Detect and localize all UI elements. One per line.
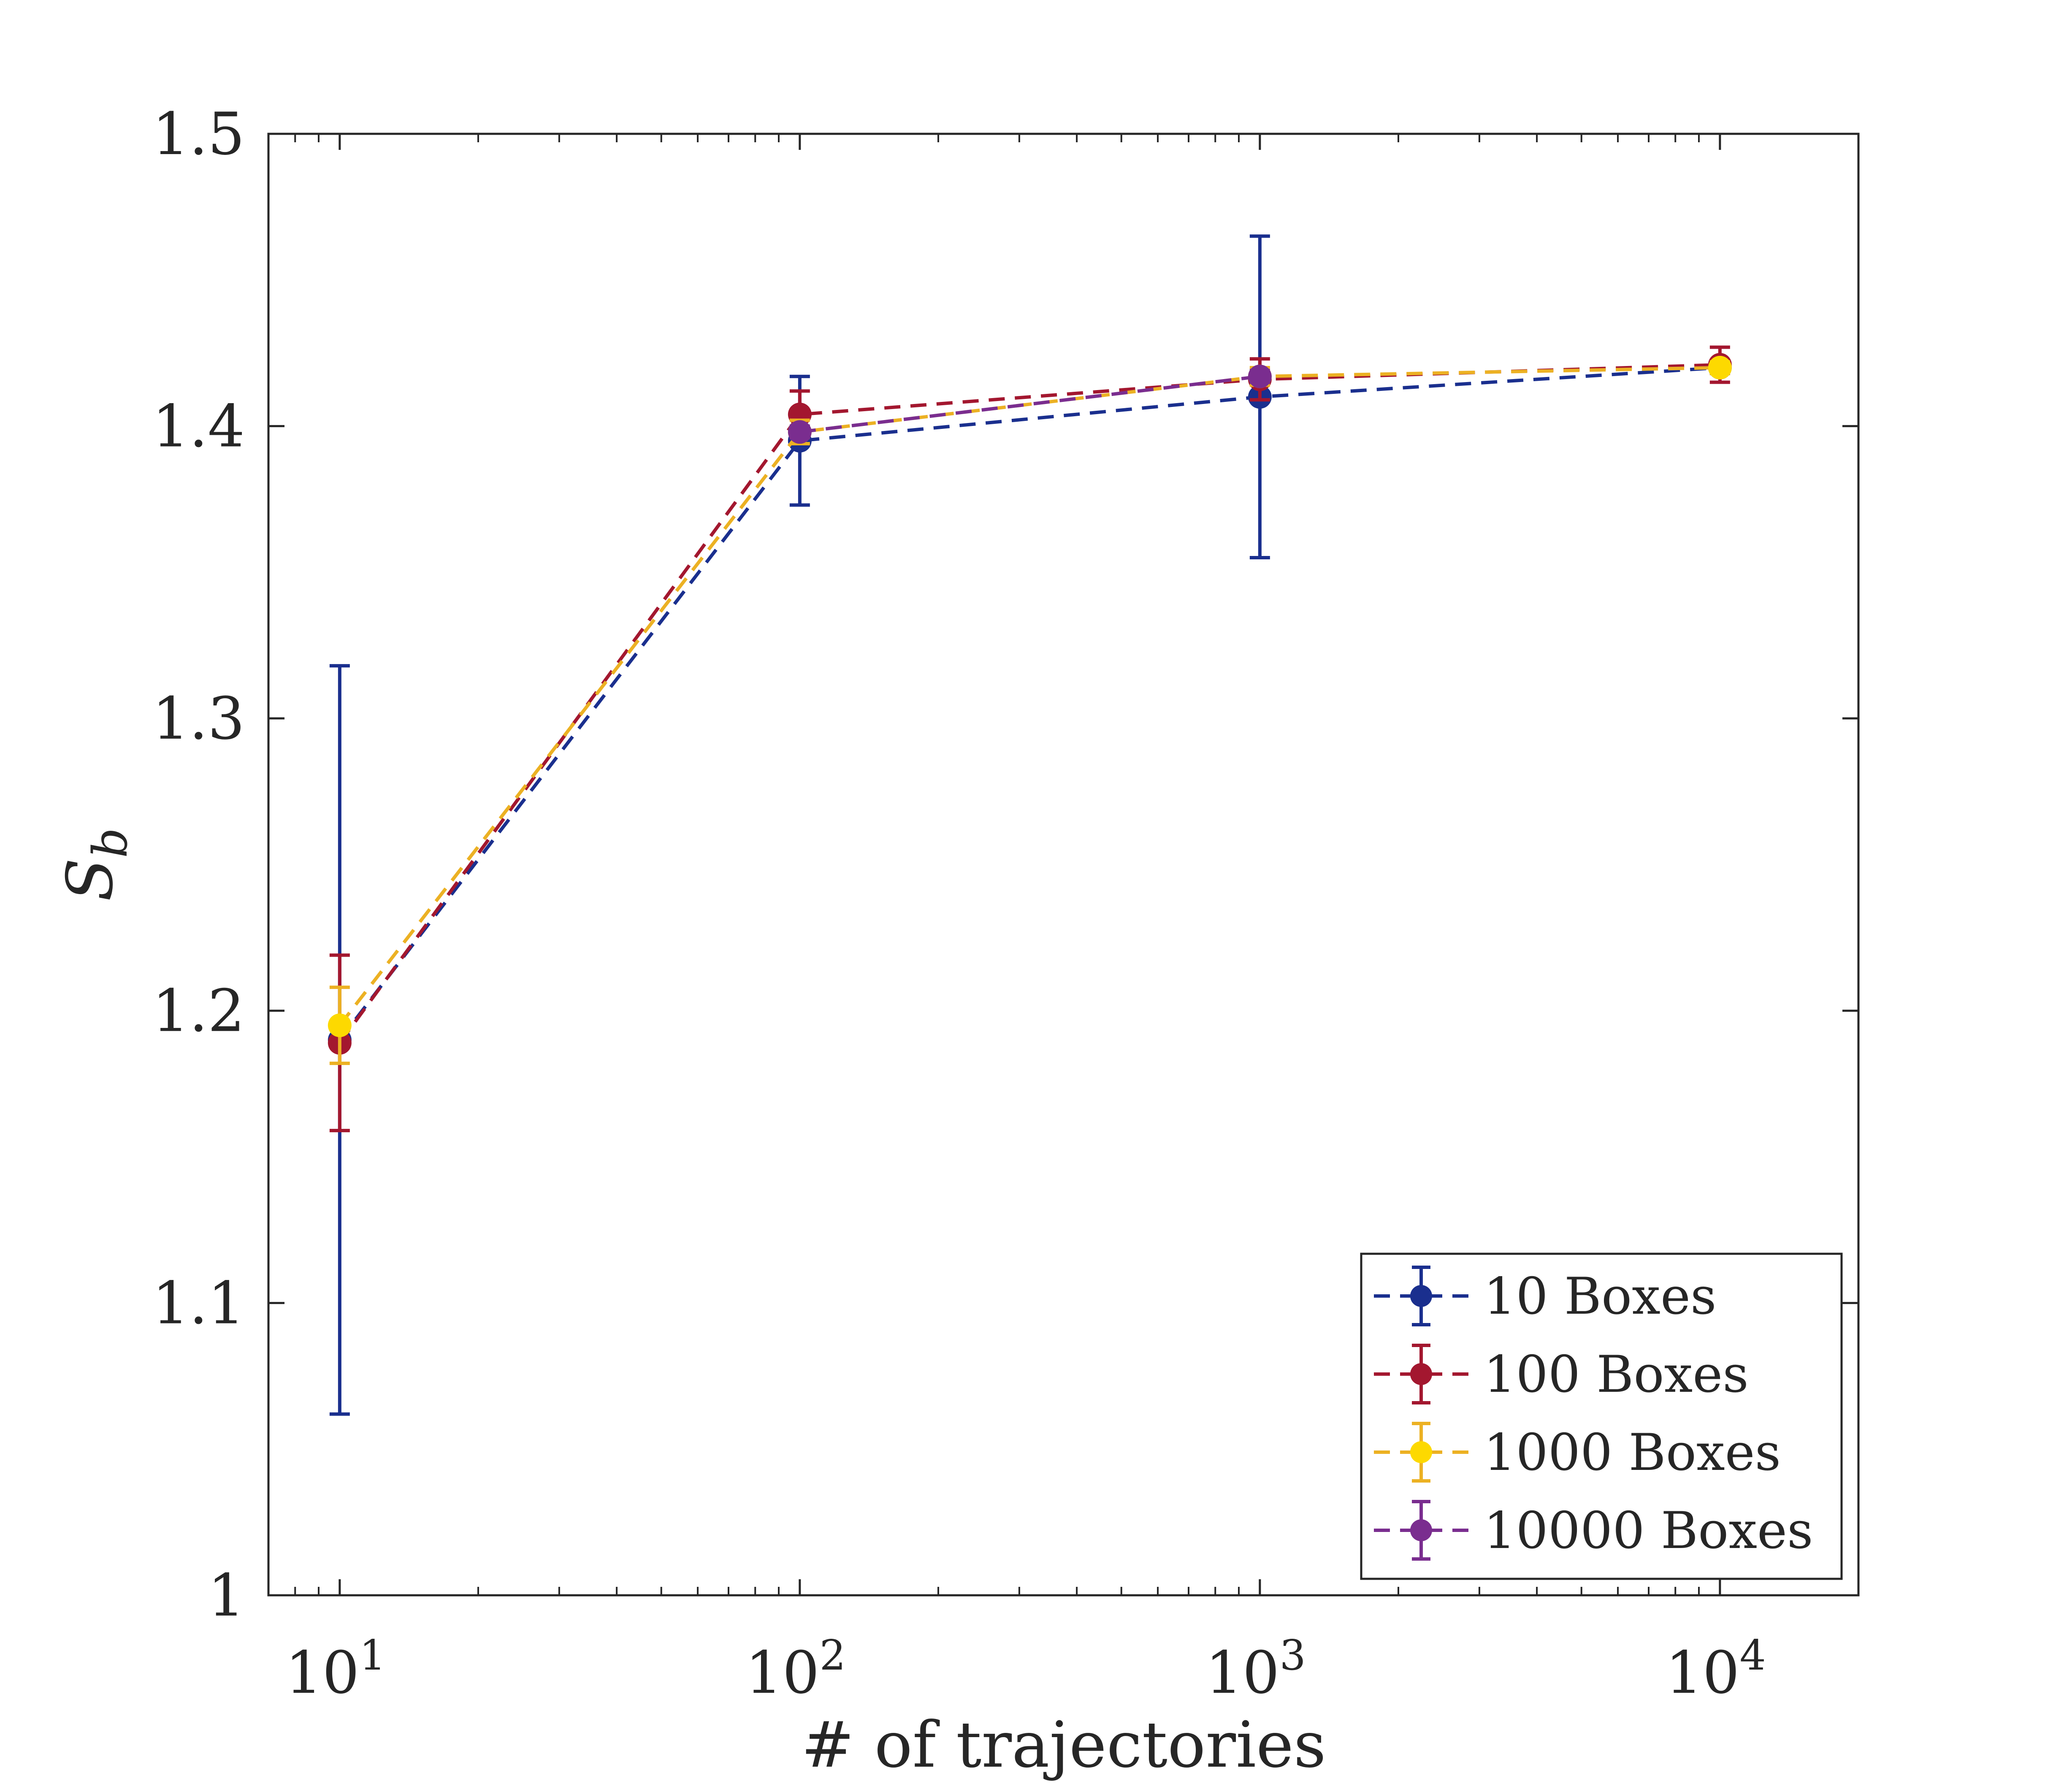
- axis-labels: 101 102 103 104 1 1.1 1.2 1.3 1.4 1.5 # of traject…: [54, 100, 1766, 1782]
- x-tick-label: 103: [1205, 1632, 1306, 1707]
- data-point: [1708, 355, 1732, 380]
- y-tick-label: 1.1: [152, 1269, 245, 1337]
- legend-entry: 100 Boxes: [1374, 1344, 1749, 1404]
- legend-label: 1000 Boxes: [1484, 1423, 1781, 1482]
- y-tick-label: 1.2: [152, 977, 245, 1045]
- legend-entry: 1000 Boxes: [1374, 1422, 1781, 1483]
- x-tick-label: 101: [285, 1632, 386, 1707]
- series-line: [338, 366, 1720, 1027]
- legend-entry: 10000 Boxes: [1374, 1500, 1813, 1561]
- legend: 10 Boxes 100 Boxes 1000 Boxes 10000 Boxes: [1360, 1253, 1843, 1580]
- legend-marker: [1410, 1285, 1432, 1307]
- x-tick-exponent: 1: [359, 1632, 385, 1680]
- legend-marker: [1410, 1363, 1432, 1385]
- y-tick-label: 1.5: [152, 100, 245, 168]
- data-point: [328, 1013, 352, 1037]
- x-tick-exponent: 3: [1279, 1632, 1306, 1680]
- x-tick-exponent: 4: [1739, 1632, 1766, 1680]
- legend-label: 10 Boxes: [1484, 1267, 1717, 1326]
- y-axis-title-subscript: b: [83, 828, 138, 858]
- y-tick-label: 1.3: [152, 685, 245, 753]
- legend-box: [1360, 1253, 1843, 1580]
- y-axis-title: Sb: [54, 828, 138, 901]
- data-point: [788, 420, 812, 444]
- y-tick-label: 1: [208, 1562, 245, 1629]
- x-tick-label: 102: [745, 1632, 846, 1707]
- legend-marker: [1410, 1441, 1432, 1463]
- legend-marker: [1410, 1519, 1432, 1541]
- legend-label: 10000 Boxes: [1484, 1502, 1813, 1560]
- axis-ticks: [268, 133, 1859, 1597]
- series-layer: [328, 234, 1732, 1416]
- series-line: [338, 366, 1720, 1041]
- legend-entry: 10 Boxes: [1374, 1266, 1717, 1326]
- x-axis-title: # of trajectories: [801, 1708, 1326, 1782]
- data-point: [1248, 364, 1272, 388]
- legend-label: 100 Boxes: [1484, 1345, 1749, 1404]
- x-tick-exponent: 2: [819, 1632, 845, 1680]
- series-10000-boxes: [788, 364, 1272, 444]
- y-tick-label: 1.4: [152, 392, 245, 460]
- x-tick-label: 104: [1666, 1632, 1766, 1707]
